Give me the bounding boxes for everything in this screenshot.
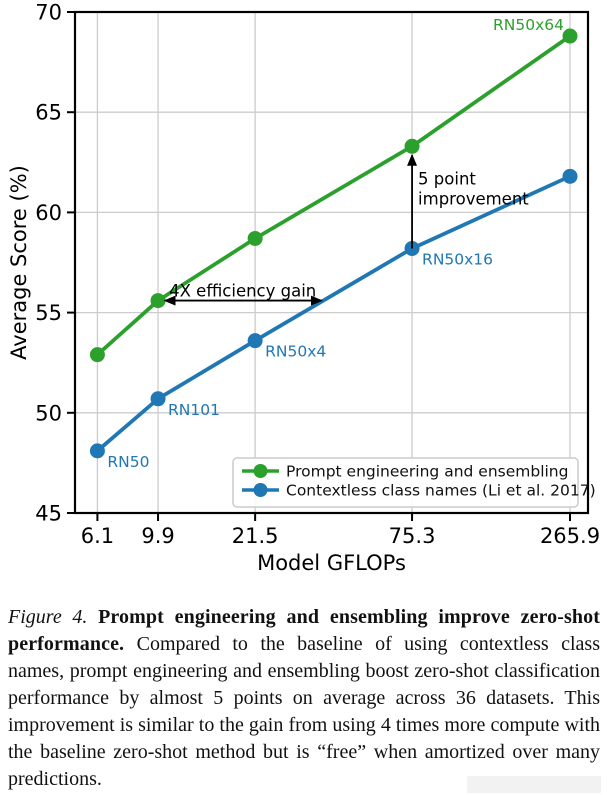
gridlines (75, 11, 588, 514)
caption-segment-italic: Figure 4. (8, 606, 99, 628)
legend-marker (253, 483, 268, 497)
y-tick-label: 55 (35, 301, 62, 325)
y-tick-label: 70 (35, 1, 62, 25)
data-point (150, 293, 166, 309)
legend-entry-label: Prompt engineering and ensembling (286, 463, 568, 481)
data-point (247, 230, 263, 246)
legend: Prompt engineering and ensemblingContext… (232, 457, 596, 508)
point-label-RN50x64: RN50x64 (493, 16, 564, 34)
improvement-annotation-label: 5 point (418, 169, 476, 188)
data-point (247, 333, 263, 349)
data-point (150, 391, 166, 407)
y-axis-title: Average Score (%) (7, 165, 31, 360)
point-label-RN50x16: RN50x16 (422, 250, 493, 268)
y-tick-label: 60 (35, 201, 62, 225)
legend-box (232, 457, 579, 508)
data-point (89, 443, 105, 459)
point-label-RN50: RN50 (107, 453, 149, 471)
x-tick-label: 75.3 (389, 524, 436, 548)
legend-marker (253, 464, 268, 478)
point-label-RN50x4: RN50x4 (265, 343, 326, 361)
x-tick-label: 265.9 (540, 524, 600, 548)
data-point (89, 347, 105, 363)
x-axis-title: Model GFLOPs (257, 551, 406, 575)
axis-ticks: 6.1 9.9 21.5 75.3 265.9 45 50 55 60 65 70 (35, 1, 600, 549)
data-point (562, 168, 578, 184)
line-chart: 6.1 9.9 21.5 75.3 265.9 45 50 55 60 65 70 Model GFL… (7, 1, 600, 576)
figure-caption: Figure 4. Prompt engineering and ensembl… (8, 604, 600, 793)
y-tick-label: 50 (35, 401, 62, 425)
x-tick-label: 6.1 (81, 524, 114, 548)
watermark-block (467, 776, 601, 793)
y-tick-label: 65 (35, 101, 62, 125)
improvement-annotation-label: improvement (418, 189, 529, 208)
y-tick-label: 45 (35, 502, 62, 526)
efficiency-annotation-label: 4X efficiency gain (169, 282, 316, 301)
x-tick-label: 9.9 (141, 524, 174, 548)
data-point (404, 138, 420, 154)
legend-entry-label: Contextless class names (Li et al. 2017) (286, 482, 596, 500)
data-point (562, 28, 578, 44)
caption-segment-normal: Compared to the baseline of using contex… (8, 633, 600, 790)
point-label-RN101: RN101 (168, 401, 220, 419)
x-tick-label: 21.5 (232, 524, 279, 548)
plot-frame (73, 10, 590, 515)
caption-segment-bold: Prompt engineering and ensembling improv… (8, 606, 600, 655)
